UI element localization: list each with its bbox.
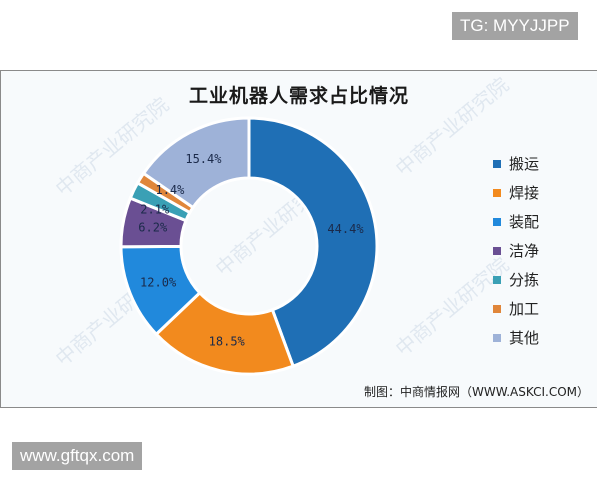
- slice-value-label: 2.1%: [140, 202, 170, 216]
- slice-value-label: 18.5%: [209, 334, 246, 348]
- donut-chart: 44.4% 18.5% 12.0% 6.2% 2.1% 1.4% 15.4%: [119, 116, 379, 376]
- donut-slice-搬运: [247, 116, 379, 369]
- legend-swatch: [493, 304, 501, 313]
- top-watermark-tag: TG: MYYJJPP: [452, 12, 578, 40]
- legend-item: 洁净: [493, 236, 539, 265]
- slice-value-label: 1.4%: [155, 183, 185, 197]
- legend-swatch: [493, 159, 501, 168]
- legend-swatch: [493, 188, 501, 197]
- slice-value-label: 6.2%: [138, 221, 168, 235]
- legend-swatch: [493, 246, 501, 255]
- donut-slice-其他: [141, 116, 251, 210]
- legend-label: 加工: [509, 300, 540, 318]
- donut-slices: [119, 116, 379, 376]
- chart-source: 制图：中商情报网（WWW.ASKCI.COM）: [364, 385, 589, 399]
- slice-value-label: 12.0%: [140, 276, 177, 290]
- chart-frame: 中商产业研究院 中商产业研究院 中商产业研究院 中商产业研究院 中商产业研究院 …: [0, 70, 597, 408]
- legend-label: 其他: [509, 329, 540, 347]
- legend-item: 加工: [493, 294, 539, 323]
- legend-item: 其他: [493, 323, 539, 352]
- legend-item: 装配: [493, 207, 539, 236]
- legend-item: 搬运: [493, 149, 539, 178]
- legend-label: 搬运: [509, 155, 540, 173]
- legend-label: 分拣: [509, 271, 540, 289]
- legend-label: 装配: [509, 213, 540, 231]
- legend-label: 洁净: [509, 242, 540, 260]
- chart-legend: 搬运 焊接 装配 洁净 分拣 加工 其他: [493, 149, 539, 352]
- legend-swatch: [493, 217, 501, 226]
- donut-labels: 44.4% 18.5% 12.0% 6.2% 2.1% 1.4% 15.4%: [138, 152, 364, 348]
- bottom-watermark-tag: www.gftqx.com: [12, 442, 143, 470]
- legend-item: 分拣: [493, 265, 539, 294]
- chart-title: 工业机器人需求占比情况: [188, 85, 409, 107]
- slice-value-label: 44.4%: [327, 222, 364, 236]
- legend-item: 焊接: [493, 178, 539, 207]
- legend-swatch: [493, 333, 501, 342]
- slice-value-label: 15.4%: [185, 152, 222, 166]
- legend-label: 焊接: [509, 184, 540, 202]
- legend-swatch: [493, 275, 501, 284]
